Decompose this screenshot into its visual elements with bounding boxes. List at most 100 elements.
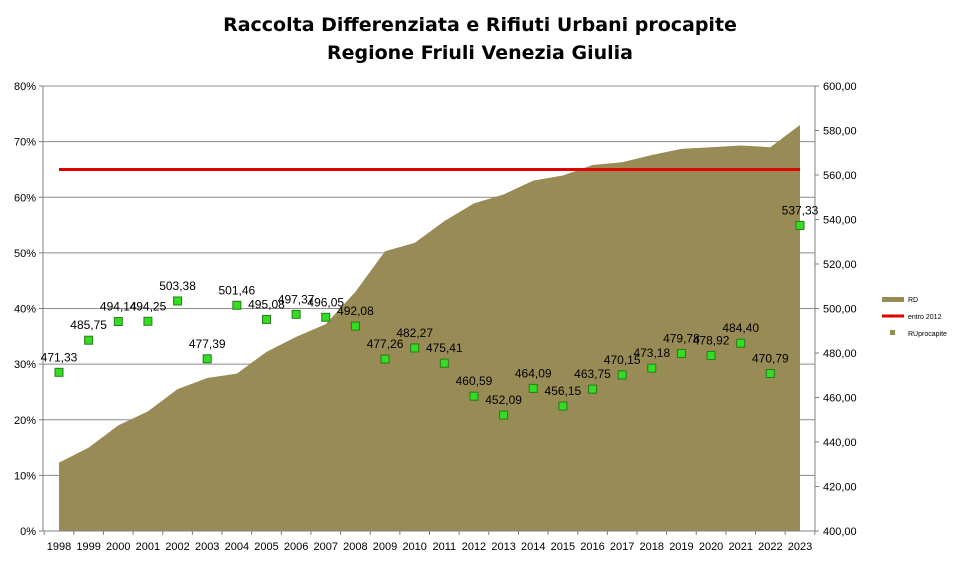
- ru-data-label: 471,33: [41, 350, 78, 364]
- x-tick-label: 2019: [669, 541, 693, 553]
- y-tick-label-left: 50%: [14, 248, 36, 260]
- x-tick-label: 2004: [225, 541, 249, 553]
- ru-point: [499, 410, 509, 420]
- ru-point: [54, 367, 64, 377]
- ru-data-label: 501,46: [218, 283, 255, 297]
- y-tick-label-right: 500,00: [823, 304, 857, 316]
- ru-data-label: 503,38: [159, 279, 196, 293]
- ru-point: [380, 354, 390, 364]
- y-tick-label-right: 580,00: [823, 126, 857, 138]
- x-tick-label: 2013: [491, 541, 515, 553]
- x-tick-label: 2003: [195, 541, 219, 553]
- x-tick-label: 2000: [106, 541, 130, 553]
- ru-point: [84, 335, 94, 345]
- ru-point: [202, 354, 212, 364]
- ru-point: [291, 309, 301, 319]
- x-tick-label: 2017: [610, 541, 634, 553]
- x-tick-label: 2007: [314, 541, 338, 553]
- x-tick-label: 2020: [699, 541, 723, 553]
- legend-swatch-ru: [890, 330, 895, 335]
- ru-point: [173, 296, 183, 306]
- x-tick-label: 2011: [432, 541, 456, 553]
- chart-title: Raccolta Differenziata e Rifiuti Urbani …: [223, 14, 737, 36]
- ru-data-label: 495,08: [248, 297, 285, 311]
- x-tick-label: 1998: [47, 541, 71, 553]
- y-tick-label-left: 20%: [14, 415, 36, 427]
- ru-data-label: 477,39: [189, 337, 226, 351]
- ru-data-label: 463,75: [574, 367, 611, 381]
- rd-area: [59, 124, 800, 531]
- y-tick-label-left: 80%: [14, 81, 36, 93]
- ru-data-label: 452,09: [485, 393, 522, 407]
- ru-point: [232, 300, 242, 310]
- x-tick-label: 2014: [521, 541, 545, 553]
- y-tick-label-right: 540,00: [823, 215, 857, 227]
- ru-point: [795, 220, 805, 230]
- ru-point: [765, 368, 775, 378]
- ru-data-label: 485,75: [70, 318, 107, 332]
- y-tick-label-right: 420,00: [823, 482, 857, 494]
- y-tick-label-right: 460,00: [823, 393, 857, 405]
- x-tick-label: 2005: [254, 541, 278, 553]
- ru-data-label: 460,59: [456, 374, 493, 388]
- ru-point: [706, 350, 716, 360]
- ru-data-label: 494,14: [100, 300, 137, 314]
- x-tick-label: 2008: [343, 541, 367, 553]
- ru-data-label: 484,40: [722, 321, 759, 335]
- y-tick-label-left: 60%: [14, 192, 36, 204]
- x-tick-label: 2016: [580, 541, 604, 553]
- legend-swatch-rd: [882, 297, 904, 302]
- ru-point: [410, 343, 420, 353]
- y-tick-label-right: 400,00: [823, 526, 857, 538]
- ru-data-label: 456,15: [545, 384, 582, 398]
- y-tick-label-right: 480,00: [823, 348, 857, 360]
- ru-point: [469, 391, 479, 401]
- x-tick-label: 2010: [402, 541, 426, 553]
- ru-data-label: 470,15: [604, 353, 641, 367]
- ru-point: [588, 384, 598, 394]
- x-tick-label: 2012: [462, 541, 486, 553]
- ru-data-label: 492,08: [337, 304, 374, 318]
- x-tick-label: 2021: [728, 541, 752, 553]
- y-tick-label-right: 600,00: [823, 81, 857, 93]
- ru-point: [676, 348, 686, 358]
- ru-point: [113, 317, 123, 327]
- ru-data-label: 496,05: [307, 295, 344, 309]
- ru-point: [558, 401, 568, 411]
- y-tick-label-right: 560,00: [823, 170, 857, 182]
- ru-point: [736, 338, 746, 348]
- x-tick-label: 2018: [640, 541, 664, 553]
- y-tick-label-left: 30%: [14, 359, 36, 371]
- chart-subtitle: Regione Friuli Venezia Giulia: [327, 42, 633, 64]
- x-tick-label: 1999: [76, 541, 100, 553]
- ru-point: [350, 321, 360, 331]
- legend-label-rd: RD: [908, 297, 918, 304]
- x-tick-label: 2002: [165, 541, 189, 553]
- legend-label-target: entro 2012: [908, 314, 942, 321]
- x-tick-label: 2006: [284, 541, 308, 553]
- x-tick-label: 2009: [373, 541, 397, 553]
- ru-data-label: 479,78: [663, 331, 700, 345]
- y-tick-label-left: 10%: [14, 470, 36, 482]
- ru-data-label: 497,37: [278, 292, 315, 306]
- ru-data-label: 494,25: [130, 299, 167, 313]
- ru-data-label: 473,18: [633, 346, 670, 360]
- ru-point: [143, 316, 153, 326]
- x-tick-label: 2023: [788, 541, 812, 553]
- ru-point: [261, 314, 271, 324]
- x-tick-label: 2022: [758, 541, 782, 553]
- ru-data-label: 475,41: [426, 341, 463, 355]
- ru-data-label: 464,09: [515, 366, 552, 380]
- ru-point: [617, 370, 627, 380]
- ru-data-label: 537,33: [782, 203, 819, 217]
- x-tick-label: 2015: [551, 541, 575, 553]
- y-tick-label-left: 0%: [20, 526, 36, 538]
- x-tick-label: 2001: [136, 541, 160, 553]
- ru-data-label: 482,27: [396, 326, 433, 340]
- ru-data-label: 477,26: [367, 337, 404, 351]
- y-tick-label-right: 440,00: [823, 437, 857, 449]
- y-tick-label-left: 70%: [14, 137, 36, 149]
- y-tick-label-left: 40%: [14, 304, 36, 316]
